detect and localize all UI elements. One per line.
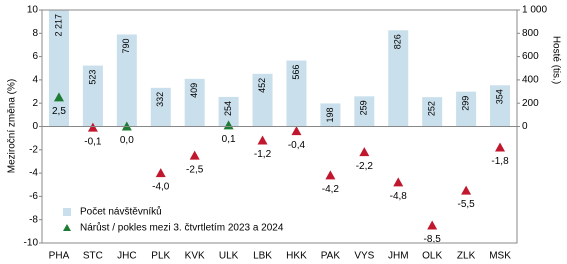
plot-area bbox=[48, 10, 511, 127]
marker-value-label: -0,4 bbox=[288, 140, 306, 151]
x-tick-label: STC bbox=[83, 251, 103, 262]
bar-value-label: 2 217 bbox=[53, 14, 63, 37]
marker-value-label: -0,1 bbox=[84, 136, 102, 147]
y2-tick-label: 400 bbox=[522, 75, 539, 86]
marker bbox=[223, 120, 234, 130]
y2-tick-label: 0 bbox=[522, 121, 528, 132]
legend-label: Počet návštěvníků bbox=[80, 206, 162, 218]
bar bbox=[320, 103, 341, 127]
bar bbox=[286, 60, 307, 127]
y-tick-label: 4 bbox=[32, 75, 38, 86]
bar-value-label: 299 bbox=[460, 96, 470, 111]
marker-value-label: -1,8 bbox=[491, 156, 509, 167]
bar bbox=[490, 85, 511, 127]
x-tick-label: HKK bbox=[286, 251, 307, 262]
marker-value-label: -1,2 bbox=[254, 149, 272, 160]
bar bbox=[354, 96, 375, 127]
plot-border bbox=[41, 9, 518, 244]
x-tick-label: VYS bbox=[354, 251, 374, 262]
bar-value-label: 259 bbox=[359, 100, 369, 115]
y2-tick-label: 200 bbox=[522, 98, 539, 109]
y-tick-label: 10 bbox=[27, 5, 39, 16]
marker bbox=[291, 126, 302, 136]
x-tick-label: OLK bbox=[422, 251, 442, 262]
legend-swatch bbox=[63, 224, 71, 231]
y2-tick-label: 800 bbox=[522, 28, 539, 39]
bar-value-label: 252 bbox=[427, 101, 437, 116]
x-tick-label: JHM bbox=[388, 251, 409, 262]
marker-value-label: -4,8 bbox=[390, 191, 408, 202]
bar bbox=[422, 97, 443, 127]
marker bbox=[427, 220, 438, 230]
bar-value-label: 354 bbox=[494, 89, 504, 104]
bar bbox=[218, 96, 239, 127]
x-tick-label: ULK bbox=[219, 251, 239, 262]
y-tick-label: -10 bbox=[24, 238, 39, 249]
marker bbox=[189, 150, 200, 160]
y2-axis-title: Hosté (tis.) bbox=[550, 36, 561, 84]
x-tick-label: PHA bbox=[49, 251, 70, 262]
y2-tick-label: 1 000 bbox=[522, 5, 547, 16]
marker-value-label: -5,5 bbox=[457, 199, 475, 210]
bar-value-label: 332 bbox=[155, 92, 165, 107]
bar bbox=[48, 10, 69, 127]
y2-tick-label: 600 bbox=[522, 51, 539, 62]
marker-value-label: 0,1 bbox=[222, 134, 236, 145]
marker bbox=[53, 92, 64, 102]
marker-value-label: -4,2 bbox=[322, 184, 340, 195]
marker bbox=[461, 185, 472, 195]
bar-value-label: 254 bbox=[223, 101, 233, 116]
y-tick-label: 2 bbox=[32, 98, 38, 109]
y-axis-title: Meziroční změna (%) bbox=[7, 79, 18, 173]
y-tick-label: -2 bbox=[29, 144, 38, 155]
marker bbox=[325, 170, 336, 180]
marker bbox=[155, 168, 166, 178]
marker bbox=[257, 135, 268, 145]
bar-value-label: 198 bbox=[325, 107, 335, 122]
legend-label: Nárůst / pokles mezi 3. čtvrtletím 2023 … bbox=[80, 222, 284, 234]
bar bbox=[456, 91, 477, 127]
x-tick-label: LBK bbox=[253, 251, 272, 262]
y-tick-label: -4 bbox=[29, 168, 38, 179]
y-tick-label: 8 bbox=[32, 28, 38, 39]
y-tick-label: 0 bbox=[32, 121, 38, 132]
y-tick-label: -6 bbox=[29, 191, 38, 202]
bar-value-label: 523 bbox=[87, 70, 97, 85]
x-tick-label: MSK bbox=[489, 251, 511, 262]
marker-value-label: -4,0 bbox=[152, 182, 170, 193]
y-tick-label: -8 bbox=[29, 214, 38, 225]
x-tick-label: PAK bbox=[321, 251, 341, 262]
x-tick-label: JHC bbox=[117, 251, 136, 262]
marker-value-label: -2,2 bbox=[356, 161, 374, 172]
bar-value-label: 790 bbox=[121, 38, 131, 53]
marker-value-label: 0,0 bbox=[120, 135, 134, 146]
x-tick-label: KVK bbox=[185, 251, 205, 262]
bar-value-label: 566 bbox=[291, 65, 301, 80]
marker bbox=[87, 122, 98, 132]
bar bbox=[82, 65, 103, 127]
marker-value-label: 2,5 bbox=[52, 106, 66, 117]
bar bbox=[184, 78, 205, 127]
bar bbox=[116, 34, 137, 127]
x-tick-label: ZLK bbox=[457, 251, 476, 262]
bar-value-label: 409 bbox=[189, 83, 199, 98]
marker bbox=[495, 142, 506, 152]
bar-value-label: 826 bbox=[393, 34, 403, 49]
marker-value-label: -2,5 bbox=[186, 164, 204, 175]
bar-value-label: 452 bbox=[257, 78, 267, 93]
y-tick-label: 6 bbox=[32, 51, 38, 62]
legend-swatch bbox=[63, 208, 71, 216]
x-tick-label: PLK bbox=[151, 251, 170, 262]
marker bbox=[359, 147, 370, 157]
bar bbox=[252, 73, 273, 127]
marker-value-label: -8,5 bbox=[424, 234, 442, 245]
marker bbox=[393, 177, 404, 187]
bar bbox=[150, 87, 171, 127]
bar bbox=[388, 30, 409, 127]
